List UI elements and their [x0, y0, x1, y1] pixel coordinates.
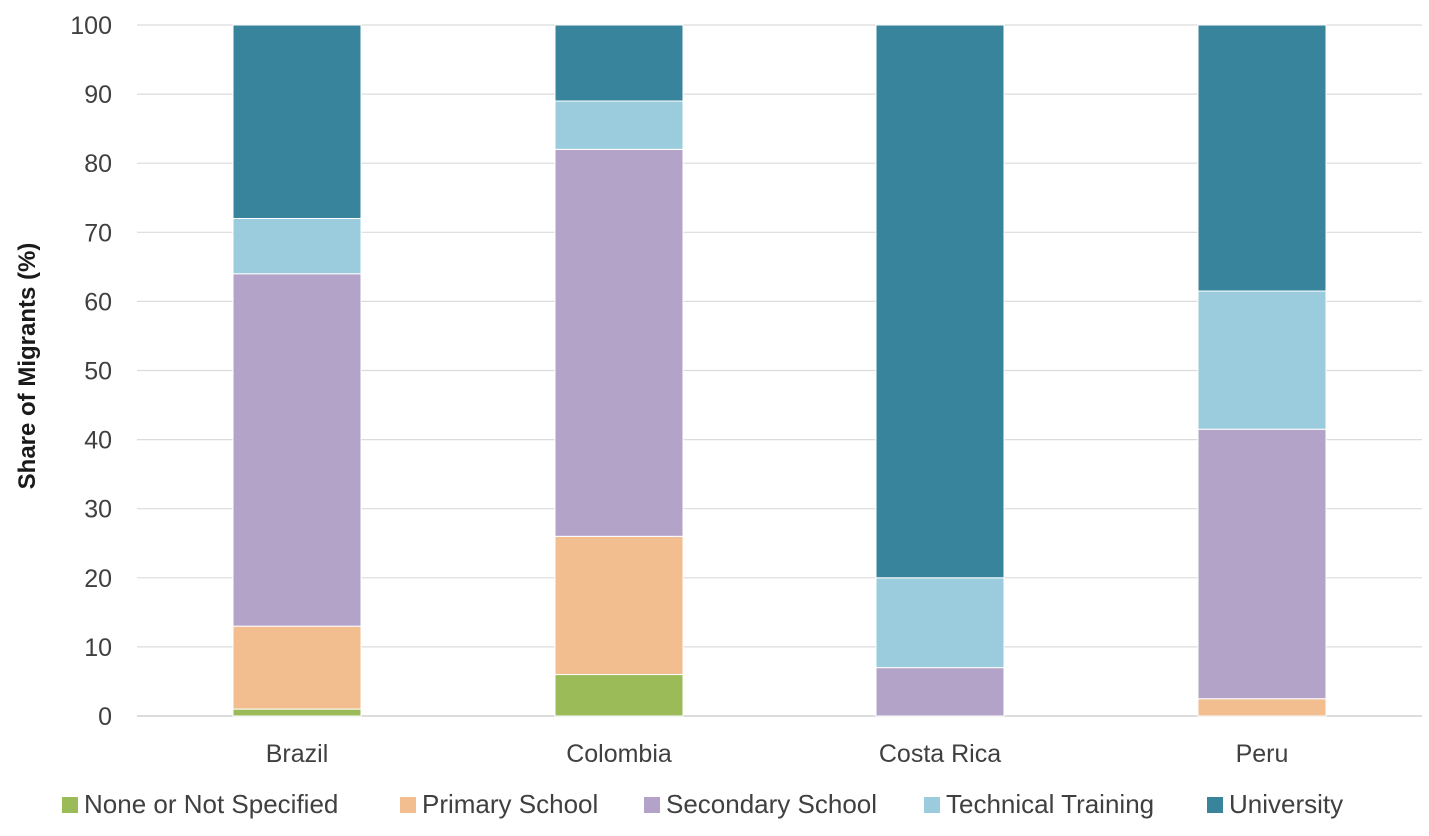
x-tick-label-costa-rica: Costa Rica — [879, 740, 1001, 768]
x-tick-label-peru: Peru — [1236, 740, 1289, 768]
y-tick-label-40: 40 — [84, 427, 112, 455]
y-tick-label-30: 30 — [84, 496, 112, 524]
legend-item-secondary-school: Secondary School — [644, 789, 877, 819]
bar-segment-peru-primary-school — [1197, 698, 1327, 717]
legend-label: University — [1229, 789, 1343, 819]
legend-item-technical-training: Technical Training — [924, 789, 1154, 819]
y-tick-label-100: 100 — [70, 12, 112, 40]
y-tick-label-90: 90 — [84, 81, 112, 109]
bar-segment-peru-secondary-school — [1197, 428, 1327, 700]
bar-segment-brazil-primary-school — [232, 625, 362, 710]
bar-segment-peru-university — [1197, 24, 1327, 292]
x-tick-label-colombia: Colombia — [566, 740, 672, 768]
bar-segment-colombia-secondary-school — [554, 148, 684, 537]
bar-segment-colombia-technical-training — [554, 100, 684, 150]
y-tick-label-0: 0 — [98, 703, 112, 731]
y-tick-label-50: 50 — [84, 358, 112, 386]
bar-segment-brazil-university — [232, 24, 362, 219]
y-tick-label-20: 20 — [84, 565, 112, 593]
y-tick-label-10: 10 — [84, 634, 112, 662]
bar-segment-brazil-technical-training — [232, 217, 362, 275]
bars — [232, 24, 1327, 717]
legend-label: Technical Training — [946, 789, 1154, 819]
legend-label: Secondary School — [666, 789, 877, 819]
x-axis-labels: Brazil Colombia Costa Rica Peru — [266, 740, 1289, 768]
bar-segment-costa-rica-secondary-school — [875, 667, 1005, 717]
y-axis-title: Share of Migrants (%) — [14, 243, 41, 490]
legend-swatch — [400, 797, 416, 813]
legend-item-none-or-not-specified: None or Not Specified — [62, 789, 338, 819]
legend-item-university: University — [1207, 789, 1343, 819]
bar-segment-colombia-university — [554, 24, 684, 102]
legend-item-primary-school: Primary School — [400, 789, 598, 819]
y-axis-ticks: 0 10 20 30 40 50 60 70 80 90 100 — [70, 12, 112, 731]
y-tick-label-60: 60 — [84, 288, 112, 316]
legend-label: None or Not Specified — [84, 789, 338, 819]
y-tick-label-80: 80 — [84, 150, 112, 178]
bar-segment-peru-technical-training — [1197, 290, 1327, 430]
legend-label: Primary School — [422, 789, 598, 819]
x-tick-label-brazil: Brazil — [266, 740, 329, 768]
legend: None or Not Specified Primary School Secon… — [62, 789, 1343, 819]
bar-segment-brazil-secondary-school — [232, 273, 362, 627]
bar-segment-costa-rica-technical-training — [875, 577, 1005, 669]
legend-swatch — [644, 797, 660, 813]
bar-segment-colombia-none-or-not-specified — [554, 674, 684, 717]
legend-swatch — [924, 797, 940, 813]
legend-swatch — [1207, 797, 1223, 813]
y-tick-label-70: 70 — [84, 219, 112, 247]
bar-segment-costa-rica-university — [875, 24, 1005, 579]
bar-segment-brazil-none-or-not-specified — [232, 708, 362, 717]
bar-segment-colombia-primary-school — [554, 535, 684, 676]
legend-swatch — [62, 797, 78, 813]
